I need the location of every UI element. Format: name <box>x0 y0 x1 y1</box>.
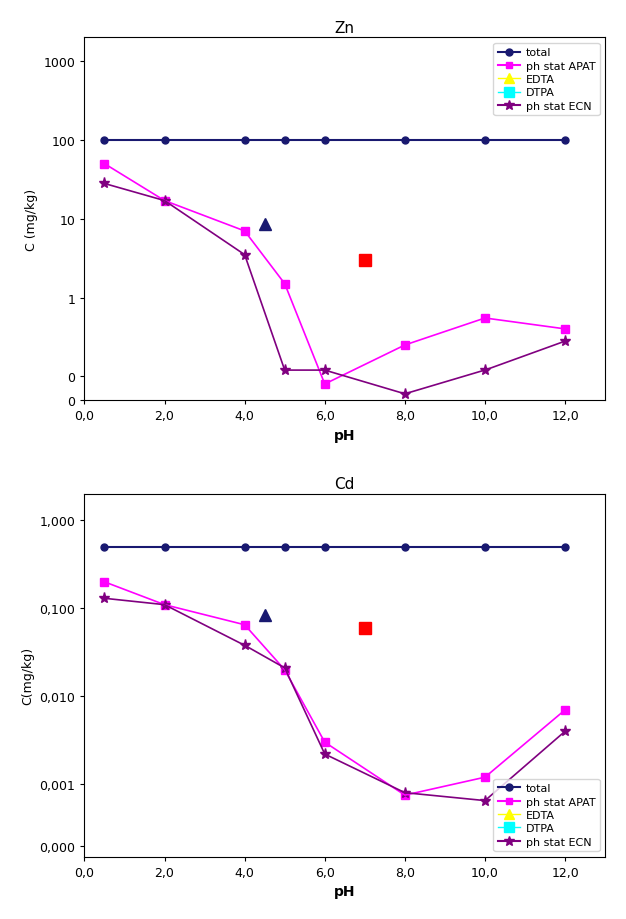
total <box>401 541 409 552</box>
total <box>101 541 108 552</box>
total <box>161 135 168 146</box>
total <box>281 541 289 552</box>
ph stat APAT <box>101 159 108 170</box>
ph stat APAT <box>562 705 569 716</box>
ph stat ECN <box>101 179 108 190</box>
Line: ph stat ECN: ph stat ECN <box>99 593 571 806</box>
ph stat ECN <box>101 593 108 604</box>
total <box>562 541 569 552</box>
ph stat ECN <box>281 663 289 674</box>
Title: Zn: Zn <box>335 21 355 36</box>
ph stat ECN <box>481 795 489 806</box>
ph stat APAT <box>562 324 569 335</box>
ph stat APAT <box>281 278 289 289</box>
Line: total: total <box>101 137 568 144</box>
total <box>401 135 409 146</box>
ph stat APAT <box>101 577 108 588</box>
total <box>161 541 168 552</box>
ph stat ECN <box>401 788 409 799</box>
total <box>481 135 489 146</box>
total <box>562 135 569 146</box>
ph stat ECN <box>481 365 489 376</box>
Legend: total, ph stat APAT, EDTA, DTPA, ph stat ECN: total, ph stat APAT, EDTA, DTPA, ph stat… <box>493 44 600 116</box>
ph stat APAT <box>241 619 249 630</box>
ph stat APAT <box>161 196 168 207</box>
ph stat APAT <box>481 313 489 324</box>
total <box>321 541 329 552</box>
total <box>101 135 108 146</box>
ph stat ECN <box>562 336 569 347</box>
ph stat APAT <box>281 664 289 675</box>
total <box>481 541 489 552</box>
Line: total: total <box>101 544 568 550</box>
ph stat APAT <box>161 599 168 610</box>
X-axis label: pH: pH <box>334 884 356 898</box>
total <box>281 135 289 146</box>
ph stat ECN <box>562 726 569 737</box>
Line: ph stat APAT: ph stat APAT <box>100 160 569 389</box>
total <box>241 541 249 552</box>
ph stat ECN <box>281 365 289 376</box>
Legend: total, ph stat APAT, EDTA, DTPA, ph stat ECN: total, ph stat APAT, EDTA, DTPA, ph stat… <box>493 779 600 851</box>
ph stat ECN <box>321 749 329 760</box>
Line: ph stat ECN: ph stat ECN <box>99 178 571 400</box>
ph stat APAT <box>321 379 329 390</box>
ph stat APAT <box>401 789 409 800</box>
ph stat APAT <box>481 772 489 783</box>
ph stat APAT <box>241 226 249 237</box>
ph stat ECN <box>161 196 168 207</box>
Y-axis label: C(mg/kg): C(mg/kg) <box>21 646 34 705</box>
total <box>241 135 249 146</box>
Line: ph stat APAT: ph stat APAT <box>100 578 569 800</box>
ph stat ECN <box>321 365 329 376</box>
ph stat APAT <box>401 340 409 351</box>
ph stat APAT <box>321 737 329 748</box>
total <box>321 135 329 146</box>
X-axis label: pH: pH <box>334 428 356 442</box>
ph stat ECN <box>401 389 409 400</box>
Title: Cd: Cd <box>335 477 355 492</box>
ph stat ECN <box>241 250 249 261</box>
Y-axis label: C (mg/kg): C (mg/kg) <box>25 188 38 251</box>
ph stat ECN <box>161 599 168 610</box>
ph stat ECN <box>241 640 249 651</box>
